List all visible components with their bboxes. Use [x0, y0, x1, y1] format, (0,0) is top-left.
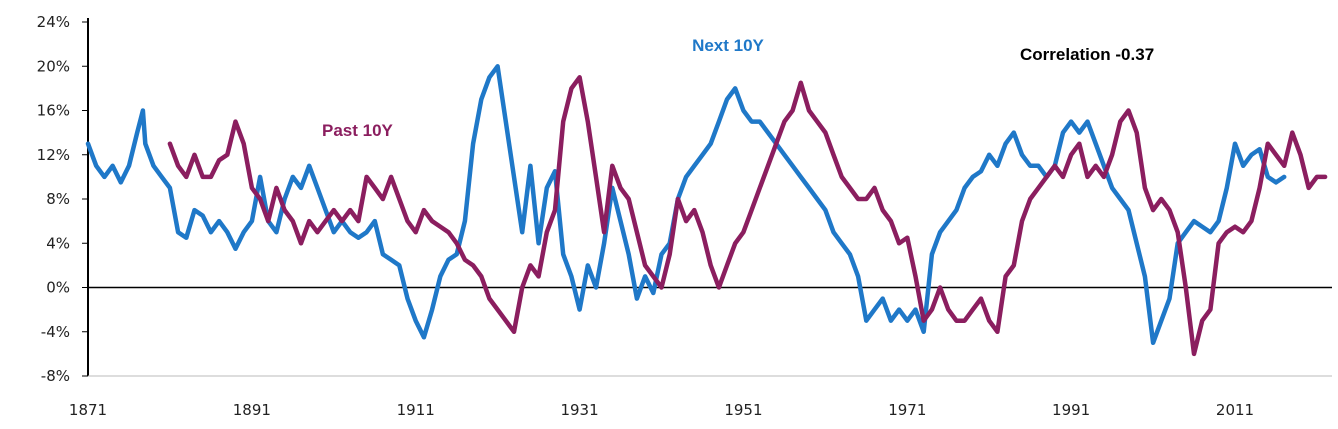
x-tick-label: 1891 — [233, 401, 271, 419]
y-tick-label: 4% — [46, 234, 70, 252]
x-axis-tick-labels: 1871 1891 1911 1931 1951 1971 1991 2011 — [69, 401, 1254, 419]
y-tick-label: 8% — [46, 190, 70, 208]
x-tick-label: 1971 — [888, 401, 926, 419]
chart-axes — [87, 18, 1332, 377]
y-tick-label: 0% — [46, 279, 70, 297]
y-tick-label: 12% — [37, 146, 70, 164]
correlation-label: Correlation -0.37 — [1020, 45, 1154, 64]
y-tick-label: 16% — [37, 102, 70, 120]
next-10y-label: Next 10Y — [692, 36, 764, 55]
x-tick-label: 1911 — [397, 401, 435, 419]
series-line-past-10y — [167, 75, 1328, 357]
x-tick-label: 1931 — [560, 401, 598, 419]
series-line-next-10y — [85, 64, 1287, 346]
y-tick-label: -4% — [41, 323, 70, 341]
x-tick-label: 2011 — [1216, 401, 1254, 419]
y-tick-label: -8% — [41, 367, 70, 385]
chart-series — [85, 64, 1328, 357]
x-tick-label: 1951 — [724, 401, 762, 419]
y-tick-label: 20% — [37, 57, 70, 75]
chart-annotations: Next 10Y Past 10Y Correlation -0.37 — [322, 36, 1154, 140]
y-tick-label: 24% — [37, 13, 70, 31]
x-tick-label: 1871 — [69, 401, 107, 419]
past-10y-label: Past 10Y — [322, 121, 394, 140]
y-axis-tick-labels: -8% -4% 0% 4% 8% 12% 16% 20% 24% — [37, 13, 88, 385]
x-tick-label: 1991 — [1052, 401, 1090, 419]
